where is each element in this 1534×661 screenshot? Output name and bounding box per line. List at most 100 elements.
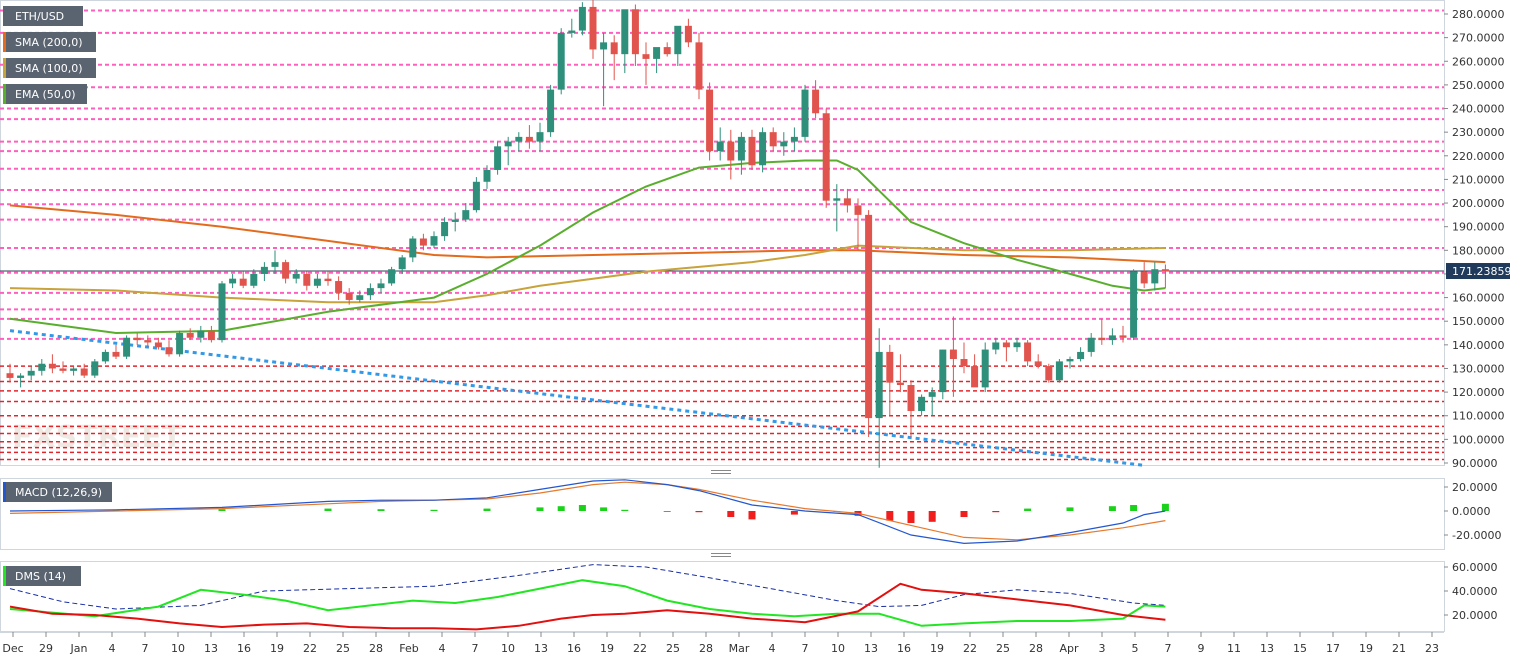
legend-macd-text: MACD (12,26,9): [15, 486, 102, 499]
macd-histogram-bar-26: [1130, 505, 1138, 511]
x-tick-label-39: 15: [1293, 642, 1307, 655]
legend-sma100-tag[interactable]: SMA (100,0): [3, 58, 96, 78]
macd-histogram-bar-11: [663, 511, 671, 512]
candle-body-38: [409, 238, 417, 258]
candle-body-56: [600, 42, 608, 50]
candle-body-20: [218, 283, 226, 341]
macd-histogram-bar-10: [621, 509, 629, 511]
candle-body-68: [727, 141, 735, 161]
x-tick-label-4: 7: [142, 642, 149, 655]
x-tick-label-17: 16: [567, 642, 581, 655]
candle-body-102: [1087, 337, 1095, 352]
price-tick-label-220: 220.0000: [1452, 150, 1505, 163]
price-tick-label-180: 180.0000: [1452, 244, 1505, 257]
legend-dms-text: DMS (14): [15, 570, 66, 583]
candle-body-26: [282, 262, 290, 279]
candle-body-66: [706, 89, 714, 152]
candle-body-86: [918, 396, 926, 412]
candle-body-16: [176, 333, 184, 355]
current-price-tag: 171.23859: [1446, 263, 1512, 280]
macd-histogram-bar-4: [430, 509, 438, 511]
x-tick-label-23: 4: [769, 642, 776, 655]
x-tick-label-20: 25: [666, 642, 680, 655]
candle-body-83: [886, 351, 894, 383]
candle-body-80: [854, 205, 862, 215]
candle-body-9: [101, 351, 109, 362]
macd-histogram-bar-21: [960, 511, 968, 517]
x-tick-label-36: 9: [1198, 642, 1205, 655]
price-panel-frame: [0, 0, 1445, 466]
legend-sma200-tag[interactable]: SMA (200,0): [3, 32, 96, 52]
candle-body-70: [748, 136, 756, 166]
x-tick-label-14: 7: [472, 642, 479, 655]
candle-body-11: [123, 337, 131, 357]
candle-body-91: [971, 366, 979, 388]
macd-histogram-bar-2: [324, 508, 332, 511]
legend-ema50-tag[interactable]: EMA (50,0): [3, 84, 87, 104]
candle-body-78: [833, 198, 841, 201]
legend-dms-tag[interactable]: DMS (14): [3, 566, 81, 586]
macd-resize-grip[interactable]: [711, 470, 731, 474]
descending-trendline: [9, 329, 1145, 467]
candle-body-35: [377, 283, 385, 289]
x-tick-label-28: 19: [930, 642, 944, 655]
candle-body-88: [939, 349, 947, 393]
candle-body-41: [441, 221, 449, 237]
candle-body-87: [928, 392, 936, 397]
candle-body-92: [981, 349, 989, 388]
x-tick-label-2: Jan: [70, 642, 88, 655]
candle-body-52: [557, 32, 565, 90]
price-tick-label-160: 160.0000: [1452, 292, 1505, 305]
macd-histogram-bar-15: [790, 511, 798, 515]
candle-body-55: [589, 6, 597, 50]
x-tick-label-43: 23: [1425, 642, 1439, 655]
candle-body-99: [1055, 361, 1063, 381]
candle-body-45: [483, 169, 491, 182]
x-tick-label-15: 10: [501, 642, 515, 655]
macd-histogram-bar-5: [483, 508, 491, 511]
macd-histogram-bar-7: [557, 506, 565, 511]
price-tick-label-250: 250.0000: [1452, 79, 1505, 92]
candle-body-17: [186, 333, 194, 338]
candle-body-32: [345, 292, 353, 300]
candle-body-51: [547, 89, 555, 133]
x-tick-label-7: 16: [237, 642, 251, 655]
macd-panel-frame: [0, 478, 1445, 550]
x-tick-label-29: 22: [963, 642, 977, 655]
x-tick-label-13: 4: [439, 642, 446, 655]
candle-body-63: [674, 25, 682, 55]
legend-symbol-tag[interactable]: ETH/USD: [3, 6, 83, 26]
x-tick-label-18: 19: [600, 642, 614, 655]
candle-body-81: [865, 214, 873, 419]
candle-body-67: [716, 141, 724, 152]
candle-body-98: [1045, 366, 1053, 381]
candle-body-8: [91, 361, 99, 376]
candle-body-10: [112, 351, 120, 357]
macd-histogram-bar-9: [600, 507, 608, 511]
watermark-logo: FXSTREET: [12, 420, 183, 455]
x-tick-label-41: 19: [1359, 642, 1373, 655]
candle-body-100: [1066, 359, 1074, 362]
x-tick-label-8: 19: [270, 642, 284, 655]
candle-body-2: [27, 370, 35, 376]
x-tick-label-42: 21: [1392, 642, 1406, 655]
candle-body-21: [229, 278, 237, 284]
x-tick-label-33: 3: [1099, 642, 1106, 655]
candle-body-27: [292, 273, 300, 279]
candle-body-95: [1013, 342, 1021, 348]
x-tick-label-6: 13: [204, 642, 218, 655]
x-tick-label-34: 5: [1132, 642, 1139, 655]
candle-body-104: [1108, 335, 1116, 341]
price-tick-label-210: 210.0000: [1452, 173, 1505, 186]
x-tick-label-5: 10: [171, 642, 185, 655]
x-tick-label-11: 28: [369, 642, 383, 655]
price-tick-label-200: 200.0000: [1452, 197, 1505, 210]
dms-resize-grip[interactable]: [711, 553, 731, 557]
candle-body-46: [494, 146, 502, 170]
x-tick-label-21: 28: [699, 642, 713, 655]
legend-macd-tag[interactable]: MACD (12,26,9): [3, 482, 112, 502]
macd-histogram-bar-22: [992, 511, 1000, 513]
price-tick-label-140: 140.0000: [1452, 339, 1505, 352]
price-tick-label-260: 260.0000: [1452, 55, 1505, 68]
